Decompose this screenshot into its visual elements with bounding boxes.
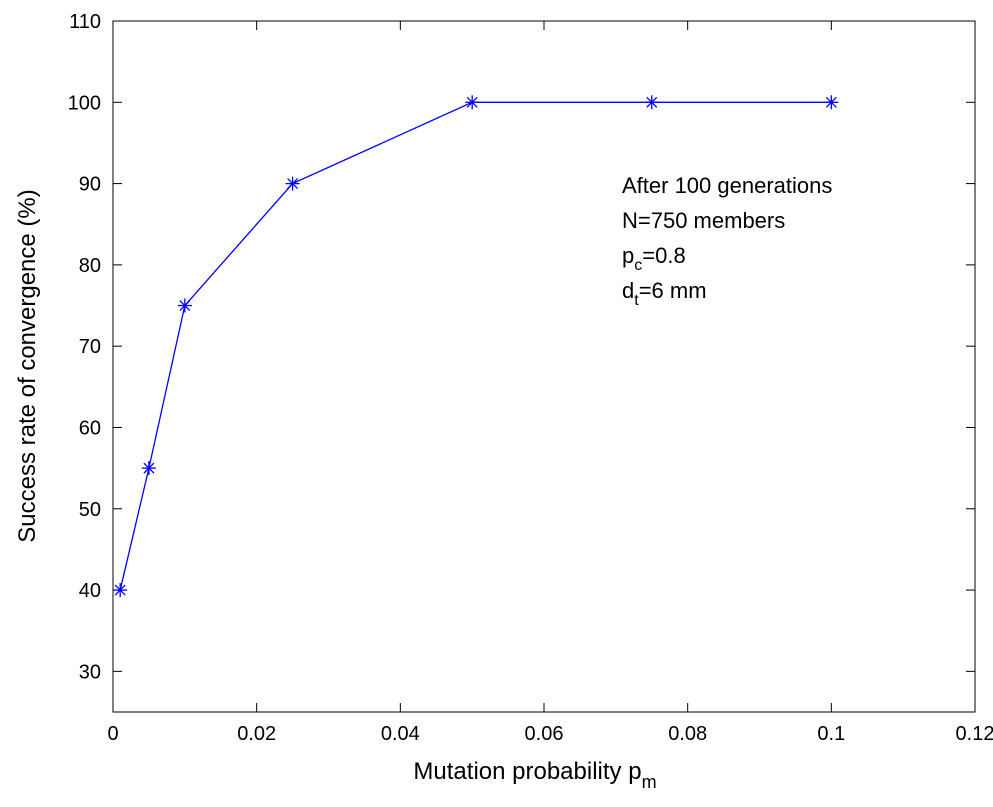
data-point-marker bbox=[141, 461, 156, 476]
data-point-marker bbox=[644, 95, 659, 110]
annotation-line: dt=6 mm bbox=[622, 278, 707, 309]
x-tick-label: 0.08 bbox=[668, 723, 707, 745]
data-point-marker bbox=[113, 583, 128, 598]
data-point-marker bbox=[285, 176, 300, 191]
y-tick-label: 40 bbox=[79, 580, 101, 602]
x-tick-label: 0 bbox=[107, 723, 118, 745]
x-tick-label: 0.06 bbox=[525, 723, 564, 745]
x-tick-label: 0.1 bbox=[817, 723, 845, 745]
series-group bbox=[113, 95, 839, 598]
y-tick-label: 60 bbox=[79, 417, 101, 439]
y-axis-label: Success rate of convergence (%) bbox=[14, 189, 41, 543]
y-axis-ticks: 30 40 50 60 70 80 90 100 110 bbox=[68, 11, 975, 683]
y-tick-label: 50 bbox=[79, 499, 101, 521]
data-point-marker bbox=[177, 298, 192, 313]
x-tick-label: 0.12 bbox=[956, 723, 993, 745]
y-tick-label: 90 bbox=[79, 174, 101, 196]
x-tick-label: 0.02 bbox=[237, 723, 276, 745]
y-tick-label: 70 bbox=[79, 336, 101, 358]
y-tick-label: 110 bbox=[69, 11, 101, 33]
annotation-line: After 100 generations bbox=[622, 173, 832, 198]
data-point-marker bbox=[824, 95, 839, 110]
y-tick-label: 80 bbox=[79, 255, 101, 277]
x-tick-label: 0.04 bbox=[381, 723, 420, 745]
annotation-block: After 100 generations N=750 members pc=0.8… bbox=[622, 173, 832, 309]
data-point-marker bbox=[465, 95, 480, 110]
annotation-line: pc=0.8 bbox=[622, 243, 686, 274]
y-tick-label: 100 bbox=[68, 92, 101, 114]
x-axis-ticks: 0 0.02 0.04 0.06 0.08 0.1 0.12 bbox=[107, 21, 993, 745]
x-axis-label: Mutation probability pm bbox=[413, 758, 656, 792]
plot-area bbox=[112, 20, 976, 713]
annotation-line: N=750 members bbox=[622, 208, 785, 233]
y-tick-label: 30 bbox=[79, 661, 101, 683]
